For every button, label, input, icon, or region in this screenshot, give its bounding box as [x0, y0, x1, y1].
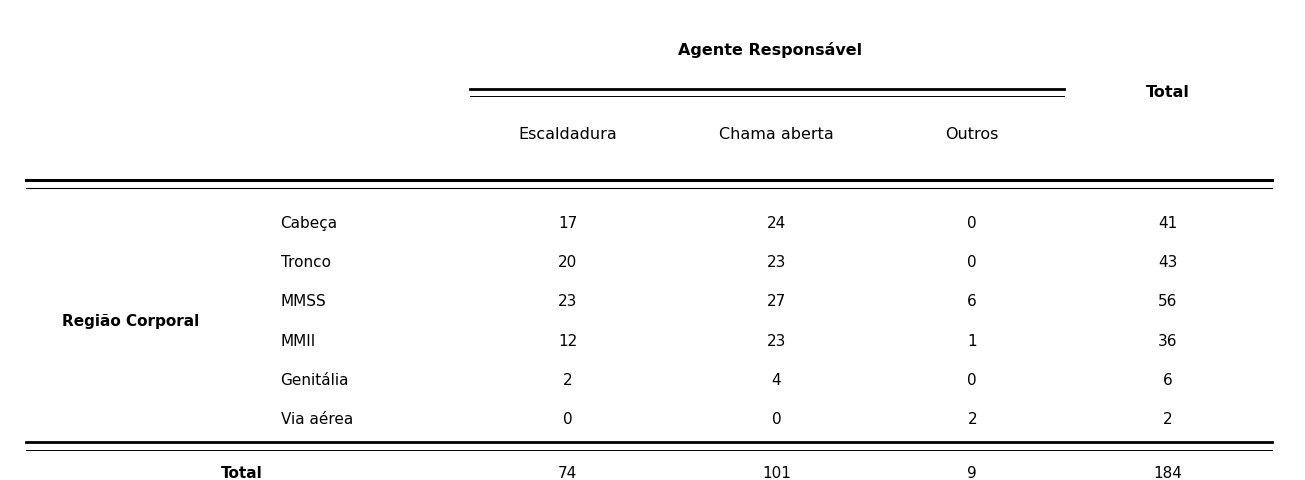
Text: MMII: MMII — [281, 334, 316, 349]
Text: Total: Total — [221, 466, 262, 480]
Text: 0: 0 — [967, 255, 977, 270]
Text: 0: 0 — [562, 412, 573, 428]
Text: 6: 6 — [1163, 373, 1173, 388]
Text: Agente Responsável: Agente Responsável — [677, 42, 863, 59]
Text: 0: 0 — [771, 412, 782, 428]
Text: 1: 1 — [967, 334, 977, 349]
Text: 27: 27 — [767, 294, 786, 310]
Text: Total: Total — [1146, 85, 1190, 100]
Text: Escaldadura: Escaldadura — [518, 127, 617, 142]
Text: 17: 17 — [559, 216, 577, 231]
Text: 0: 0 — [967, 373, 977, 388]
Text: 20: 20 — [559, 255, 577, 270]
Text: 9: 9 — [967, 466, 977, 480]
Text: 74: 74 — [559, 466, 577, 480]
Text: 184: 184 — [1154, 466, 1182, 480]
Text: 4: 4 — [771, 373, 782, 388]
Text: 23: 23 — [767, 255, 786, 270]
Text: 2: 2 — [562, 373, 573, 388]
Text: Outros: Outros — [946, 127, 998, 142]
Text: 2: 2 — [967, 412, 977, 428]
Text: 23: 23 — [559, 294, 577, 310]
Text: 101: 101 — [762, 466, 791, 480]
Text: 12: 12 — [559, 334, 577, 349]
Text: 24: 24 — [767, 216, 786, 231]
Text: 6: 6 — [967, 294, 977, 310]
Text: Chama aberta: Chama aberta — [719, 127, 834, 142]
Text: Via aérea: Via aérea — [281, 412, 352, 428]
Text: Cabeça: Cabeça — [281, 216, 338, 231]
Text: Genitália: Genitália — [281, 373, 348, 388]
Text: Tronco: Tronco — [281, 255, 330, 270]
Text: 56: 56 — [1159, 294, 1177, 310]
Text: 2: 2 — [1163, 412, 1173, 428]
Text: MMSS: MMSS — [281, 294, 326, 310]
Text: Região Corporal: Região Corporal — [61, 314, 200, 329]
Text: 36: 36 — [1159, 334, 1177, 349]
Text: 0: 0 — [967, 216, 977, 231]
Text: 23: 23 — [767, 334, 786, 349]
Text: 43: 43 — [1159, 255, 1177, 270]
Text: 41: 41 — [1159, 216, 1177, 231]
